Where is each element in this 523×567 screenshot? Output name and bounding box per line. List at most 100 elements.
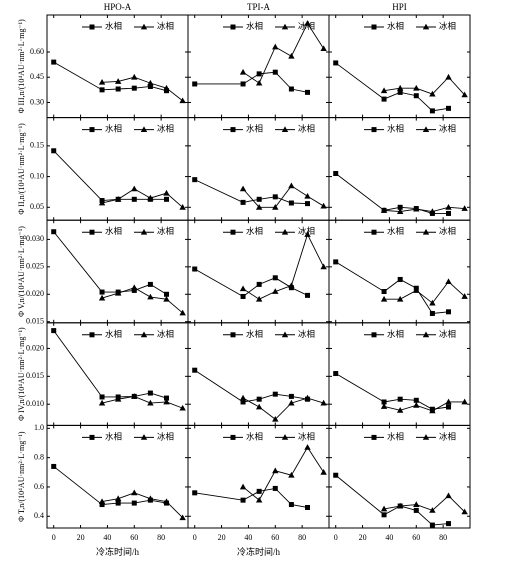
triangle-marker: [461, 508, 468, 515]
triangle-marker: [147, 194, 154, 201]
x-tick-label: 40: [244, 533, 252, 542]
triangle-marker: [380, 207, 388, 213]
series-line: [242, 397, 324, 420]
triangle-marker: [131, 284, 138, 291]
square-marker: [51, 148, 57, 154]
square-marker: [256, 488, 262, 494]
triangle-marker: [304, 444, 311, 450]
square-marker: [446, 309, 452, 315]
legend-label: 冰相: [298, 226, 315, 236]
square-marker: [381, 289, 387, 295]
square-marker: [288, 393, 294, 399]
square-marker: [131, 85, 137, 91]
square-marker: [51, 463, 57, 469]
series-line: [335, 261, 449, 314]
triangle-marker: [239, 68, 247, 75]
square-marker: [89, 24, 95, 30]
legend-label: 冰相: [157, 329, 174, 339]
square-marker: [256, 396, 262, 402]
triangle-marker: [380, 403, 388, 409]
triangle-marker: [288, 182, 295, 189]
plot-frame: [328, 424, 471, 529]
triangle-marker: [429, 299, 436, 306]
y-tick-label: 0.020: [26, 289, 44, 298]
square-marker: [446, 404, 452, 410]
triangle-marker: [380, 505, 388, 512]
triangle-marker: [422, 23, 430, 30]
square-marker: [272, 275, 278, 281]
triangle-marker: [179, 404, 186, 411]
x-tick-label: 80: [298, 533, 306, 542]
y-tick-label: 0.015: [26, 371, 44, 380]
series-line: [194, 369, 308, 403]
triangle-marker: [445, 492, 452, 499]
y-tick-label: 0.60: [30, 47, 44, 56]
triangle-marker: [255, 403, 263, 410]
series-line: [384, 280, 465, 304]
triangle-marker: [288, 471, 295, 478]
legend-label: 冰相: [157, 226, 174, 236]
legend-label: 水相: [246, 21, 263, 31]
square-marker: [333, 371, 339, 377]
legend-label: 水相: [387, 431, 404, 441]
triangle-marker: [429, 507, 436, 513]
square-marker: [51, 229, 57, 235]
square-marker: [371, 229, 377, 235]
legend-label: 水相: [387, 226, 404, 236]
series-line: [194, 487, 308, 508]
triangle-marker: [429, 90, 436, 97]
y-axis-label: Φ IV,n/(10⁴AU·nm²·L·mg⁻¹): [17, 327, 26, 421]
y-tick-label: 0.45: [30, 72, 44, 81]
legend-label: 水相: [387, 124, 404, 134]
triangle-marker: [179, 514, 186, 521]
triangle-marker: [304, 192, 311, 199]
square-marker: [99, 394, 105, 400]
triangle-marker: [131, 489, 138, 496]
series-line: [242, 185, 324, 208]
triangle-marker: [422, 331, 430, 338]
square-marker: [89, 434, 95, 440]
square-marker: [240, 293, 246, 299]
triangle-marker: [98, 78, 106, 85]
triangle-marker: [320, 469, 327, 475]
square-marker: [288, 200, 294, 206]
triangle-marker: [255, 496, 263, 503]
triangle-marker: [179, 97, 186, 104]
square-marker: [230, 229, 236, 235]
series-line: [383, 495, 465, 513]
legend-label: 水相: [105, 226, 122, 236]
triangle-marker: [461, 91, 468, 98]
square-marker: [256, 281, 262, 287]
legend-label: 冰相: [439, 431, 456, 441]
legend-label: 水相: [105, 21, 122, 31]
triangle-marker: [320, 202, 327, 209]
triangle-marker: [272, 203, 279, 210]
column-title: HPI: [392, 2, 407, 12]
square-marker: [429, 310, 435, 316]
triangle-marker: [179, 203, 186, 210]
series-line: [335, 62, 449, 112]
triangle-marker: [413, 205, 420, 212]
series-line: [101, 188, 183, 208]
legend-label: 水相: [246, 431, 263, 441]
triangle-marker: [98, 199, 106, 206]
y-tick-label: 0.30: [30, 97, 44, 106]
legend-label: 水相: [246, 329, 263, 339]
triangle-marker: [272, 415, 279, 422]
square-marker: [288, 86, 294, 92]
triangle-marker: [281, 434, 289, 440]
triangle-marker: [281, 126, 289, 132]
x-tick-label: 20: [77, 533, 85, 542]
square-marker: [164, 291, 170, 297]
square-marker: [192, 266, 198, 272]
triangle-marker: [163, 84, 170, 91]
legend-label: 水相: [246, 226, 263, 236]
triangle-marker: [413, 402, 420, 408]
square-marker: [192, 490, 198, 496]
square-marker: [288, 502, 294, 508]
y-tick-label: 0.030: [26, 234, 44, 243]
triangle-marker: [429, 208, 436, 214]
triangle-marker: [272, 288, 279, 294]
series-line: [194, 179, 308, 205]
